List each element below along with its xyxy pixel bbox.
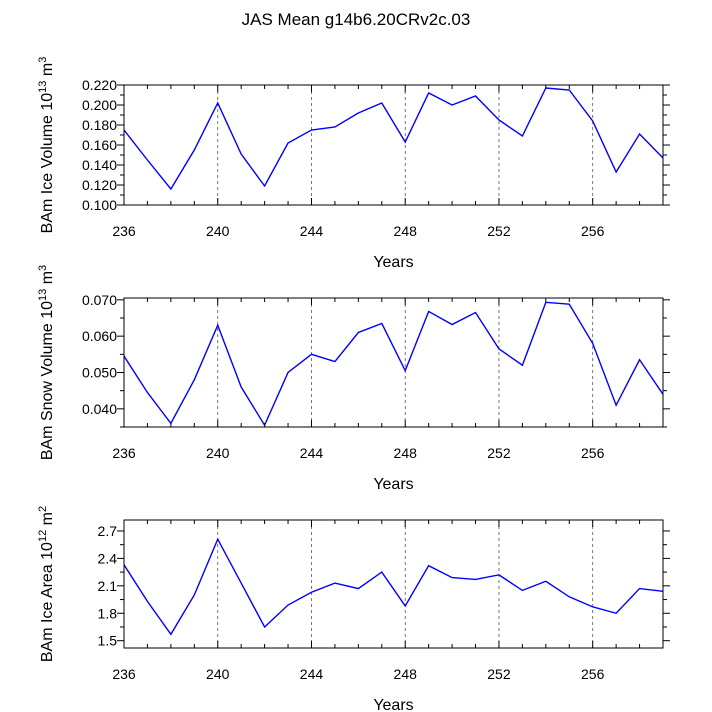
chart-panel-3: 236 240 244 248 252 256 1.5 1.8 2.1 2.4 2.7 Years BA… [37,506,670,712]
y-axis-title-exp2: 3 [37,265,49,271]
y-tick-label: 1.5 [98,633,118,649]
x-tick-label: 256 [581,223,605,239]
y-tick-label: 0.120 [82,177,117,193]
x-tick-label: 248 [394,666,418,682]
y-axis-title-mid: m [39,271,56,289]
y-tick-label: 1.8 [98,605,118,621]
series-line [123,537,664,636]
x-tick-label: 252 [487,223,511,239]
x-tick-label: 252 [487,445,511,461]
y-tick-label: 0.100 [82,197,117,213]
y-axis-title: BAm Snow Volume 1013 m3 [37,265,56,460]
y-axis-title-exp1: 13 [37,81,49,93]
y-axis-title-mid: m [39,63,56,81]
x-tick-label: 248 [394,445,418,461]
x-tick-label: 236 [112,223,136,239]
x-tick-label: 244 [300,223,324,239]
y-tick-label: 0.040 [82,401,117,417]
figure-title: JAS Mean g14b6.20CRv2c.03 [242,10,471,29]
y-tick-label: 2.4 [98,550,118,566]
y-axis-title-exp1: 13 [37,289,49,301]
x-tick-label: 244 [300,666,324,682]
x-tick-label: 244 [300,445,324,461]
y-tick-label: 0.220 [82,77,117,93]
x-tick-label: 240 [206,223,230,239]
series-line [123,301,664,427]
y-axis-title-base: BAm Ice Area 10 [39,542,56,662]
y-tick-label: 0.200 [82,97,117,113]
x-axis-title: Years [373,697,413,712]
y-tick-label: 0.180 [82,117,117,133]
y-axis-title-exp2: 2 [37,506,49,512]
x-tick-label: 252 [487,666,511,682]
y-tick-label: 0.140 [82,157,117,173]
y-axis-title: BAm Ice Area 1012 m2 [37,506,56,662]
x-tick-label: 256 [581,666,605,682]
y-axis-title-base: BAm Ice Volume 10 [39,93,56,234]
y-axis-title-base: BAm Snow Volume 10 [39,301,56,460]
x-axis-title: Years [373,254,413,271]
y-axis-title-exp2: 3 [37,57,49,63]
plot-frame [123,519,664,649]
x-tick-label: 256 [581,445,605,461]
y-tick-label: 0.060 [82,328,117,344]
x-tick-label: 248 [394,223,418,239]
x-tick-label: 236 [112,666,136,682]
x-tick-label: 240 [206,666,230,682]
plot-frame [123,84,664,206]
y-axis-title-exp1: 12 [37,530,49,542]
series-line [123,87,664,191]
y-tick-label: 0.160 [82,137,117,153]
x-tick-label: 236 [112,445,136,461]
chart-panel-2: 236 240 244 248 252 256 0.040 0.050 0.060 0.070 Ye… [37,265,670,493]
y-axis-title-mid: m [39,512,56,530]
x-tick-label: 240 [206,445,230,461]
y-axis-title: BAm Ice Volume 1013 m3 [37,57,56,234]
plot-frame [123,297,664,428]
y-tick-label: 2.7 [98,523,118,539]
y-tick-label: 0.070 [82,292,117,308]
y-tick-label: 0.050 [82,364,117,380]
chart-panel-1: 236 240 244 248 252 256 0.100 0.120 0.140 0.160 0.… [37,57,670,271]
x-axis-title: Years [373,476,413,493]
y-tick-label: 2.1 [98,578,118,594]
